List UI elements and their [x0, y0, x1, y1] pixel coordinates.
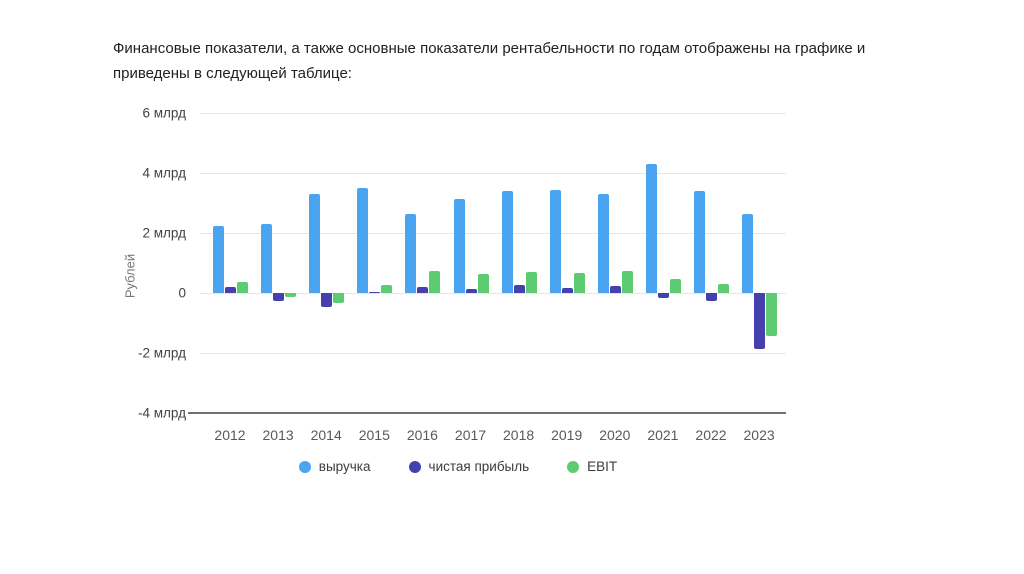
bar-2021-series-2 — [669, 278, 681, 293]
x-tick-label-2018: 2018 — [503, 427, 535, 443]
legend-item-2: EBIT — [567, 459, 617, 474]
bar-2013-series-0 — [261, 224, 273, 293]
bar-2017-series-0 — [453, 198, 465, 293]
bar-2014-series-1 — [321, 293, 333, 307]
x-tick-label-2012: 2012 — [214, 427, 246, 443]
y-tick-label: 6 млрд — [142, 105, 187, 121]
x-tick-label-2016: 2016 — [406, 427, 438, 443]
x-tick-label-2017: 2017 — [454, 427, 487, 443]
x-tick-label-2014: 2014 — [310, 427, 342, 443]
grid-line — [200, 113, 786, 114]
x-tick-label-2022: 2022 — [695, 427, 727, 443]
bar-2014-series-2 — [333, 293, 345, 303]
grid-line — [200, 353, 786, 354]
bar-2019-series-1 — [561, 287, 573, 293]
legend-label: чистая прибыль — [428, 459, 530, 474]
chart-legend: выручка чистая прибыль EBIT — [130, 459, 786, 474]
bar-2023-series-1 — [754, 293, 766, 349]
bar-2018-series-0 — [501, 191, 513, 293]
bar-2019-series-2 — [573, 273, 585, 293]
bar-2013-series-2 — [285, 293, 297, 297]
bar-2012-series-0 — [213, 225, 224, 293]
bar-2017-series-1 — [465, 288, 477, 293]
bar-2021-series-1 — [657, 293, 669, 299]
bar-2022-series-2 — [718, 283, 729, 293]
x-tick-label-2020: 2020 — [599, 427, 631, 443]
bar-2015-series-2 — [381, 284, 393, 293]
x-tick-label-2021: 2021 — [647, 427, 679, 443]
x-tick-label-2019: 2019 — [551, 427, 583, 443]
bar-2017-series-2 — [477, 274, 489, 293]
bar-2022-series-1 — [706, 293, 717, 302]
intro-line-1: Финансовые показатели, а также основные … — [113, 40, 866, 57]
bar-2012-series-1 — [225, 287, 236, 293]
bar-2016-series-0 — [405, 213, 417, 293]
bar-2021-series-0 — [645, 164, 657, 293]
y-tick-label: -4 млрд — [138, 405, 186, 421]
bar-2023-series-2 — [766, 293, 778, 336]
bar-2015-series-0 — [357, 188, 369, 293]
legend-item-1: чистая прибыль — [408, 459, 530, 474]
x-axis-line — [188, 412, 786, 414]
bar-2018-series-2 — [525, 272, 537, 293]
y-tick-label: -2 млрд — [138, 345, 186, 361]
legend-label: выручка — [318, 459, 371, 474]
bar-2020-series-1 — [609, 286, 621, 293]
legend-item-0: выручка — [298, 459, 371, 474]
x-tick-label-2013: 2013 — [262, 427, 294, 443]
grid-line — [200, 233, 786, 234]
bar-2022-series-0 — [694, 191, 705, 293]
bar-2013-series-1 — [273, 293, 285, 302]
y-tick-label: 4 млрд — [142, 165, 187, 181]
bar-2012-series-2 — [237, 281, 248, 293]
bar-2016-series-2 — [429, 271, 441, 293]
x-tick-label-2023: 2023 — [743, 427, 775, 443]
grid-line — [200, 293, 786, 294]
legend-dot-icon — [567, 460, 580, 473]
bar-2016-series-1 — [417, 287, 429, 293]
legend-dot-icon — [408, 460, 421, 473]
y-tick-label: 0 — [178, 285, 186, 301]
bar-2020-series-0 — [597, 194, 609, 293]
legend-label: EBIT — [587, 459, 618, 474]
bar-2023-series-0 — [742, 213, 754, 293]
bar-2018-series-1 — [513, 284, 525, 293]
bar-2015-series-1 — [369, 292, 381, 294]
bar-2019-series-0 — [549, 189, 561, 293]
intro-line-2: приведены в следующей таблице: — [113, 65, 352, 82]
intro-paragraph: Финансовые показатели, а также основные … — [113, 36, 953, 86]
bar-2014-series-0 — [309, 194, 321, 293]
legend-dot-icon — [298, 460, 311, 473]
bar-2020-series-2 — [621, 270, 633, 293]
grid-line — [200, 173, 786, 174]
y-tick-label: 2 млрд — [142, 225, 187, 241]
x-tick-label-2015: 2015 — [358, 427, 390, 443]
